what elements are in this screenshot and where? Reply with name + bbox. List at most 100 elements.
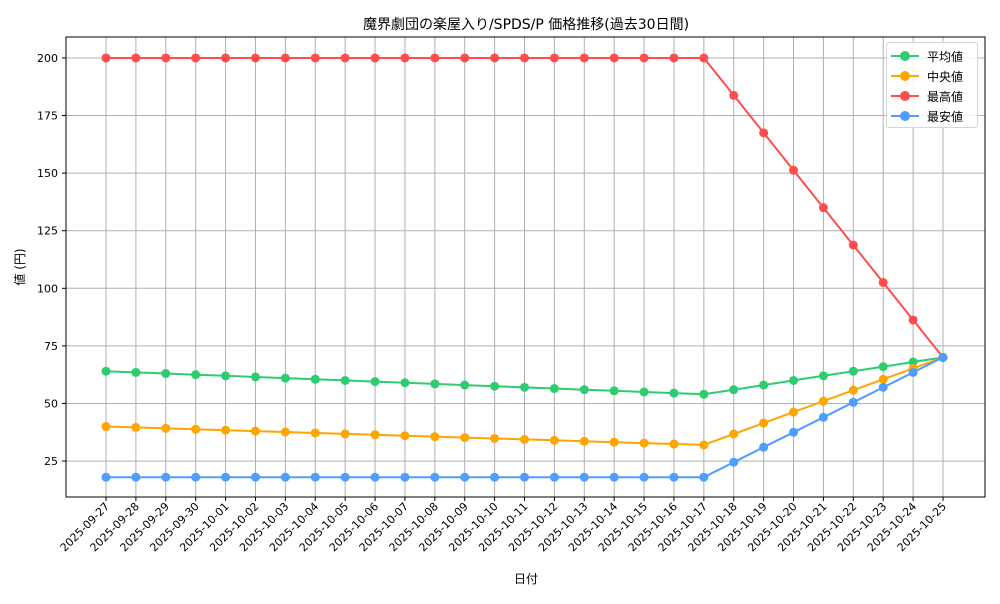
data-point-marker: [221, 371, 231, 381]
data-point-marker: [520, 472, 529, 482]
data-point-marker: [221, 472, 231, 482]
data-point-marker: [878, 362, 888, 372]
data-point-marker: [908, 367, 918, 377]
data-point-marker: [639, 53, 649, 63]
grid-lines: [66, 37, 985, 497]
data-point-marker: [639, 472, 649, 482]
legend-label: 平均値: [927, 49, 964, 64]
legend-item-min: 最安値: [891, 106, 979, 126]
y-axis-ticks: 25 50 75 100 125 150 175 200: [37, 52, 66, 468]
data-point-marker: [669, 439, 679, 449]
data-point-marker: [250, 53, 260, 63]
data-point-marker: [131, 422, 141, 432]
data-point-marker: [878, 278, 888, 288]
data-point-marker: [430, 53, 440, 63]
data-series: [101, 53, 948, 482]
y-tick-label: 150: [37, 167, 58, 180]
data-point-marker: [549, 384, 559, 394]
data-point-marker: [908, 357, 918, 367]
data-point-marker: [729, 429, 739, 439]
data-point-marker: [818, 203, 828, 213]
data-point-marker: [818, 371, 828, 381]
data-point-marker: [250, 426, 260, 436]
data-point-marker: [430, 432, 440, 442]
data-point-marker: [101, 366, 111, 376]
data-point-marker: [669, 53, 679, 63]
data-point-marker: [789, 407, 799, 417]
legend-item-median: 中央値: [891, 66, 979, 86]
data-point-marker: [250, 472, 260, 482]
y-tick-label: 200: [37, 52, 58, 65]
x-axis-ticks: 2025-09-272025-09-282025-09-292025-09-30…: [58, 497, 949, 554]
legend-marker-icon: [891, 90, 919, 102]
data-point-marker: [191, 370, 201, 380]
data-point-marker: [310, 53, 320, 63]
data-point-marker: [699, 440, 709, 450]
data-point-marker: [340, 53, 350, 63]
data-point-marker: [848, 397, 858, 407]
data-point-marker: [221, 53, 231, 63]
data-point-marker: [520, 53, 529, 63]
data-point-marker: [520, 434, 529, 444]
y-tick-label: 175: [37, 110, 58, 123]
data-point-marker: [818, 396, 828, 406]
data-point-marker: [250, 372, 260, 382]
data-point-marker: [400, 53, 410, 63]
y-axis-label: 値 (円): [12, 248, 27, 285]
data-point-marker: [191, 53, 201, 63]
data-point-marker: [938, 352, 948, 362]
y-tick-label: 125: [37, 225, 58, 238]
series-line: [101, 352, 948, 482]
data-point-marker: [280, 53, 290, 63]
data-point-marker: [609, 386, 619, 396]
data-point-marker: [340, 429, 350, 439]
data-point-marker: [400, 472, 410, 482]
data-point-marker: [490, 381, 500, 391]
data-point-marker: [310, 428, 320, 438]
data-point-marker: [490, 472, 500, 482]
data-point-marker: [340, 472, 350, 482]
data-point-marker: [908, 315, 918, 325]
y-tick-label: 25: [44, 455, 58, 468]
data-point-marker: [460, 380, 470, 390]
legend-label: 中央値: [927, 69, 964, 84]
data-point-marker: [848, 366, 858, 376]
data-point-marker: [848, 240, 858, 250]
data-point-marker: [310, 472, 320, 482]
legend-marker-icon: [891, 70, 919, 82]
data-point-marker: [639, 387, 649, 397]
data-point-marker: [370, 472, 380, 482]
data-point-marker: [280, 427, 290, 437]
data-point-marker: [131, 472, 141, 482]
data-point-marker: [549, 53, 559, 63]
legend-label: 最安値: [927, 109, 964, 124]
data-point-marker: [669, 388, 679, 398]
data-point-marker: [878, 382, 888, 392]
legend-label: 最高値: [927, 89, 964, 104]
data-point-marker: [789, 427, 799, 437]
data-point-marker: [729, 385, 739, 395]
data-point-marker: [460, 472, 470, 482]
data-point-marker: [340, 375, 350, 385]
data-point-marker: [490, 53, 500, 63]
series-line: [101, 53, 948, 362]
data-point-marker: [699, 53, 709, 63]
data-point-marker: [579, 472, 589, 482]
chart-title: 魔界劇団の楽屋入り/SPDS/P 価格推移(過去30日間): [363, 17, 689, 33]
data-point-marker: [430, 472, 440, 482]
data-point-marker: [818, 412, 828, 422]
data-point-marker: [460, 433, 470, 443]
data-point-marker: [609, 53, 619, 63]
data-point-marker: [609, 472, 619, 482]
y-tick-label: 75: [44, 340, 58, 353]
data-point-marker: [549, 435, 559, 445]
data-point-marker: [400, 431, 410, 441]
data-point-marker: [729, 90, 739, 100]
data-point-marker: [729, 457, 739, 467]
legend-marker-icon: [891, 50, 919, 62]
data-point-marker: [370, 430, 380, 440]
data-point-marker: [460, 53, 470, 63]
data-point-marker: [520, 382, 529, 392]
